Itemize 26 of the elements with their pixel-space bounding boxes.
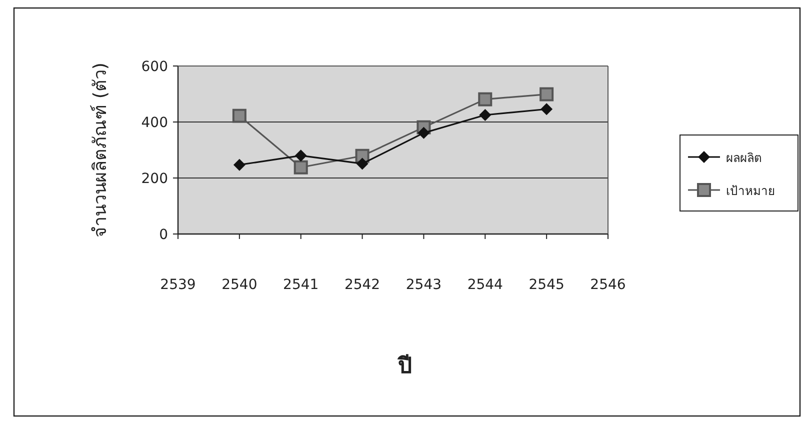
- point: [233, 158, 246, 171]
- x-tick-label: 2543: [406, 277, 442, 293]
- point: [479, 109, 492, 121]
- point: [356, 158, 368, 170]
- point: [294, 160, 308, 174]
- x-tick-label: 2542: [344, 277, 380, 293]
- y-tick-label: 600: [141, 59, 168, 75]
- x-tick-label: 2545: [528, 277, 564, 293]
- x-tick-label: 2540: [222, 277, 258, 293]
- x-tick-label: 2546: [590, 277, 626, 293]
- x-tick-label: 2539: [160, 277, 196, 293]
- y-tick-label: 200: [141, 171, 168, 187]
- legend-label: ผลผลิต: [726, 151, 762, 165]
- point: [540, 103, 553, 116]
- x-axis-title: ปี: [397, 354, 412, 379]
- point: [418, 126, 430, 139]
- legend-label: เป้าหมาย: [726, 184, 775, 198]
- x-tick-label: 2544: [467, 277, 504, 293]
- x-tick-label: 2541: [283, 277, 319, 293]
- point: [478, 92, 492, 106]
- point: [232, 108, 246, 123]
- y-tick-label: 0: [159, 227, 168, 243]
- y-axis-title: จำนวนผลิตภัณฑ์ (ตัว): [90, 62, 111, 238]
- point: [294, 150, 307, 162]
- y-tick-label: 400: [141, 115, 168, 131]
- point: [540, 87, 554, 102]
